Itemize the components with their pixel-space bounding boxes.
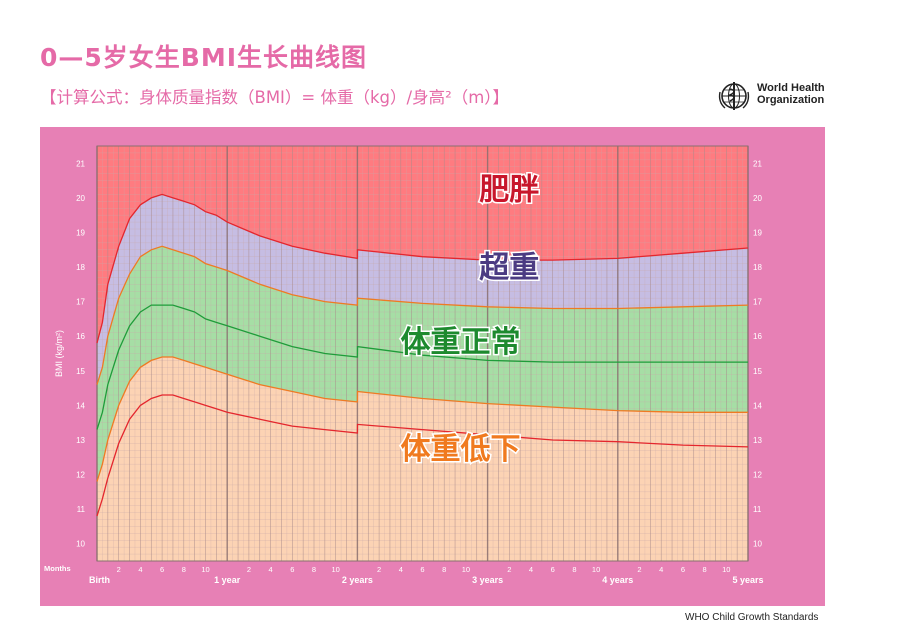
y-tick-label-right: 15 — [753, 367, 762, 376]
zone-label-3: 体重正常 — [400, 325, 520, 360]
y-tick-label-left: 15 — [76, 367, 85, 376]
x-minor-tick-label: 10 — [592, 565, 600, 574]
y-tick-label-left: 16 — [76, 332, 85, 341]
who-name-line2: Organization — [757, 94, 825, 106]
y-tick-label-right: 12 — [753, 471, 762, 480]
x-minor-tick-label: 10 — [722, 565, 730, 574]
y-tick-label-right: 19 — [753, 228, 762, 237]
x-minor-tick-label: 2 — [377, 565, 381, 574]
x-major-tick-label: 2 years — [342, 575, 373, 585]
y-tick-label-right: 14 — [753, 401, 762, 410]
series-line-3 — [96, 304, 748, 430]
x-minor-tick-label: 10 — [332, 565, 340, 574]
x-major-tick-label: Birth — [89, 575, 110, 585]
y-tick-label-right: 11 — [753, 505, 762, 514]
series-line-5 — [96, 193, 749, 344]
y-tick-label-right: 20 — [753, 194, 762, 203]
x-minor-tick-label: 8 — [312, 565, 316, 574]
y-tick-label-right: 17 — [753, 298, 762, 307]
y-tick-label-right: 21 — [753, 159, 762, 168]
y-axis-label: BMI (kg/m²) — [54, 330, 64, 377]
x-minor-tick-label: 6 — [420, 565, 424, 574]
y-tick-label-right: 10 — [753, 540, 762, 549]
x-minor-tick-label: 4 — [399, 565, 403, 574]
page-title: 0—5岁女生BMI生长曲线图 — [40, 43, 368, 72]
series-line-1 — [96, 394, 749, 517]
x-minor-tick-label: 10 — [462, 565, 470, 574]
x-minor-tick-label: 10 — [201, 565, 209, 574]
who-emblem-icon — [718, 82, 750, 110]
x-minor-tick-label: 2 — [117, 565, 121, 574]
y-tick-label-left: 21 — [76, 159, 85, 168]
zone-label-1: 肥胖 — [479, 173, 539, 208]
x-minor-tick-label: 4 — [529, 565, 533, 574]
zone-label-2: 超重 — [479, 250, 539, 285]
y-tick-label-left: 11 — [77, 505, 86, 514]
x-minor-tick-label: 6 — [551, 565, 555, 574]
y-tick-label-left: 13 — [76, 436, 85, 445]
y-tick-label-right: 16 — [753, 332, 762, 341]
bmi-chart: 10 10 11 11 12 12 13 13 14 14 15 15 16 16 17 17 18 18 19 19… — [40, 127, 825, 606]
y-tick-label-right: 18 — [753, 263, 762, 272]
y-tick-label-right: 13 — [753, 436, 762, 445]
plot-border — [96, 145, 749, 562]
x-minor-tick-label: 4 — [138, 565, 142, 574]
series-line-2 — [96, 356, 748, 482]
x-minor-tick-label: 6 — [681, 565, 685, 574]
y-tick-label-left: 14 — [76, 401, 85, 410]
x-major-tick-label: 5 years — [732, 575, 763, 585]
who-logo: World Health Organization — [717, 80, 827, 112]
x-minor-tick-label: 6 — [160, 565, 164, 574]
x-minor-tick-label: 2 — [247, 565, 251, 574]
x-major-tick-label: 1 year — [214, 575, 241, 585]
x-minor-tick-label: 6 — [290, 565, 294, 574]
y-tick-label-left: 18 — [76, 263, 85, 272]
series-line-4 — [96, 245, 749, 385]
x-minor-tick-label: 4 — [659, 565, 663, 574]
footer-source: WHO Child Growth Standards — [685, 612, 819, 623]
x-minor-tick-label: 8 — [182, 565, 186, 574]
who-name-line1: World Health — [757, 82, 825, 94]
x-minor-tick-label: 2 — [637, 565, 641, 574]
x-minor-tick-label: 2 — [507, 565, 511, 574]
zone-label-4: 体重低下 — [400, 432, 520, 467]
y-tick-label-left: 20 — [76, 194, 85, 203]
y-tick-label-left: 10 — [76, 540, 85, 549]
x-axis-label: Months — [44, 564, 71, 573]
y-tick-label-left: 19 — [76, 228, 85, 237]
x-minor-tick-label: 8 — [703, 565, 707, 574]
y-tick-label-left: 12 — [76, 471, 85, 480]
x-minor-tick-label: 8 — [572, 565, 576, 574]
x-major-tick-label: 4 years — [602, 575, 633, 585]
x-minor-tick-label: 4 — [269, 565, 273, 574]
x-minor-tick-label: 8 — [442, 565, 446, 574]
x-major-tick-label: 3 years — [472, 575, 503, 585]
formula-subtitle: 【计算公式：身体质量指数（BMI）= 体重（kg）/身高²（m）】 — [40, 88, 510, 107]
y-tick-label-left: 17 — [76, 298, 85, 307]
